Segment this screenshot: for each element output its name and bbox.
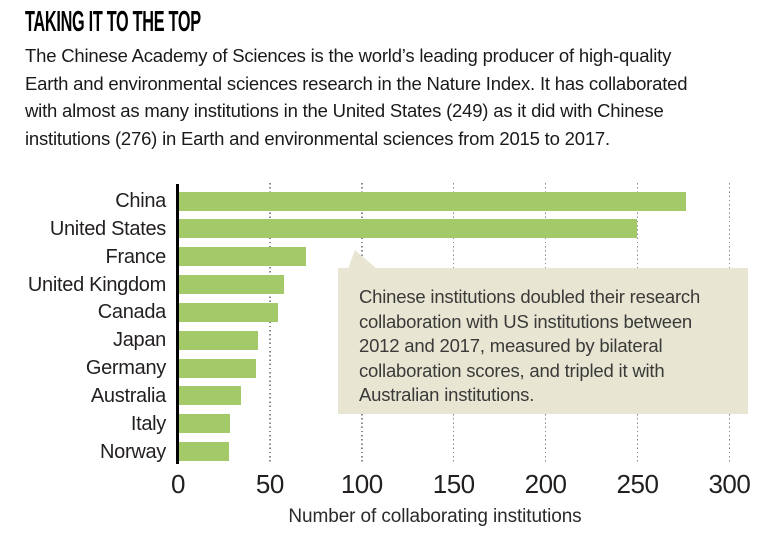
- x-tick-100: 100: [340, 469, 383, 499]
- bar-italy: [179, 414, 231, 434]
- category-label-italy: Italy: [130, 412, 166, 435]
- gridline-50: [269, 183, 271, 464]
- category-label-australia: Australia: [90, 384, 166, 407]
- bar-canada: [179, 302, 279, 322]
- callout-line: Australian institutions.: [359, 384, 535, 405]
- x-tick-250: 250: [616, 469, 659, 499]
- bar-japan: [179, 330, 259, 350]
- callout-line: collaboration with US institutions betwe…: [359, 310, 693, 332]
- intro-line: institutions (276) in Earth and environm…: [25, 127, 610, 149]
- category-label-united-states: United States: [49, 217, 166, 240]
- annotation-callout: Chinese institutions doubled their resea…: [338, 268, 748, 414]
- category-label-china: China: [115, 190, 166, 212]
- bar-germany: [179, 358, 257, 378]
- category-label-france: France: [105, 245, 167, 268]
- x-tick-0: 0: [171, 469, 185, 499]
- bar-united-kingdom: [179, 275, 284, 295]
- category-label-united-kingdom: United Kingdom: [27, 273, 166, 296]
- intro-line: with almost as many institutions in the …: [25, 100, 664, 121]
- x-axis-label: Number of collaborating institutions: [288, 506, 582, 527]
- bar-australia: [179, 386, 242, 406]
- x-tick-300: 300: [708, 469, 751, 499]
- y-axis-line: [176, 184, 179, 464]
- category-label-norway: Norway: [100, 440, 166, 463]
- x-tick-200: 200: [524, 469, 567, 499]
- x-tick-50: 50: [255, 469, 284, 499]
- bar-united-states: [179, 219, 637, 239]
- intro-paragraph: The Chinese Academy of Sciences is the w…: [25, 42, 688, 152]
- page-title: TAKING IT TO THE TOP: [25, 6, 201, 38]
- callout-line: collaboration scores, and tripled it wit…: [359, 359, 665, 381]
- category-label-canada: Canada: [97, 301, 167, 324]
- intro-line: Earth and environmental sciences researc…: [25, 72, 688, 94]
- x-tick-150: 150: [432, 469, 475, 499]
- category-label-germany: Germany: [85, 357, 166, 380]
- category-label-japan: Japan: [113, 329, 166, 352]
- bar-france: [179, 247, 306, 267]
- bar-china: [179, 191, 687, 211]
- callout-line: Chinese institutions doubled their resea…: [359, 286, 701, 307]
- callout-line: 2012 and 2017, measured by bilateral: [359, 335, 663, 356]
- bar-norway: [179, 442, 229, 462]
- intro-line: The Chinese Academy of Sciences is the w…: [25, 45, 672, 66]
